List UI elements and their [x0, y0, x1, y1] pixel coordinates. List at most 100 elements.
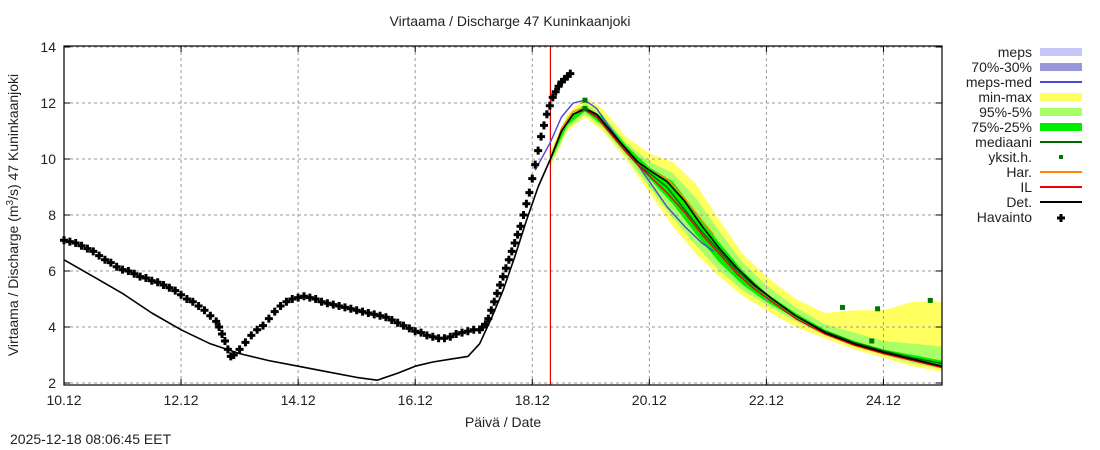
legend-label-meps-med: meps-med — [966, 74, 1032, 90]
observation-point — [89, 247, 98, 256]
observation-point — [259, 321, 268, 330]
observation-point — [513, 230, 522, 239]
legend-swatch-yksit-h — [1059, 155, 1063, 159]
legend-swatch-95-5 — [1040, 108, 1082, 116]
observation-point — [223, 345, 232, 354]
legend-label-det: Det. — [1006, 194, 1032, 210]
legend-label-havainto: Havainto — [977, 209, 1032, 225]
observation-point — [399, 321, 408, 330]
observation-point — [531, 160, 540, 169]
series-line-det — [63, 107, 943, 381]
observation-point — [95, 251, 104, 260]
legend-label-75-25: 75%-25% — [971, 119, 1032, 135]
observation-point — [71, 239, 80, 247]
timestamp: 2025-12-18 08:06:45 EET — [10, 431, 172, 447]
legend-swatch-75-25 — [1040, 123, 1082, 131]
legend-label-yksit-h: yksit.h. — [988, 149, 1032, 165]
single-member-point — [875, 306, 881, 312]
y-tick-label: 14 — [40, 39, 56, 55]
observation-point — [253, 325, 262, 334]
legend-label-min-max: min-max — [978, 89, 1032, 105]
observation-point — [490, 297, 499, 306]
observation-point — [188, 297, 197, 306]
legend-swatch-min-max — [1040, 93, 1082, 101]
observation-point — [534, 146, 543, 155]
legend-label-meps: meps — [998, 44, 1032, 60]
single-member-point — [582, 106, 588, 112]
observation-point — [83, 244, 92, 253]
observation-point — [499, 272, 507, 281]
y-tick-label: 2 — [48, 375, 56, 391]
y-tick-label: 12 — [40, 95, 56, 111]
observation-point — [393, 318, 402, 327]
observation-point — [200, 306, 209, 315]
observation-point — [218, 330, 227, 338]
observation-point — [241, 338, 250, 347]
y-axis-label-sup: 3 — [5, 199, 16, 205]
observation-point — [153, 278, 162, 287]
observation-point — [220, 337, 229, 345]
observation-point — [276, 302, 285, 310]
observation-point — [487, 306, 496, 315]
observation-point — [417, 328, 426, 337]
observation-point — [159, 281, 168, 289]
x-tick-label: 14.12 — [281, 392, 316, 408]
x-tick-label: 20.12 — [632, 392, 667, 408]
observation-point — [247, 331, 256, 340]
y-axis-label-pre: Virtaama / Discharge (m — [5, 205, 21, 356]
y-axis-label: Virtaama / Discharge (m3/s) 47 Kuninkaan… — [5, 74, 21, 356]
observation-point — [182, 295, 191, 303]
observation-point — [194, 302, 203, 310]
y-tick-label: 6 — [48, 263, 56, 279]
x-tick-label: 10.12 — [46, 392, 81, 408]
observation-point — [141, 274, 150, 282]
series-line-il — [549, 109, 943, 369]
series-line-meps-med — [534, 99, 715, 252]
y-axis-label-post: /s) 47 Kuninkaanjoki — [5, 74, 21, 200]
y-tick-label: 8 — [48, 207, 56, 223]
observation-point — [496, 281, 505, 289]
observation-point — [124, 267, 133, 275]
x-tick-label: 16.12 — [398, 392, 433, 408]
single-member-point — [582, 97, 588, 103]
observation-point — [542, 110, 551, 119]
observation-point — [235, 345, 244, 354]
observation-point — [545, 101, 554, 110]
observation-point — [106, 258, 115, 267]
chart-title: Virtaama / Discharge 47 Kuninkaanjoki — [390, 13, 631, 29]
observation-point — [510, 239, 519, 247]
legend-label-har: Har. — [1006, 164, 1032, 180]
observation-point — [554, 82, 563, 91]
data-series — [60, 69, 943, 381]
observation-point — [548, 93, 557, 102]
band-p75-25 — [550, 105, 942, 367]
legend-swatch-meps — [1040, 48, 1082, 56]
observation-point — [381, 313, 390, 322]
x-axis-label: Päivä / Date — [465, 414, 541, 430]
x-tick-label: 24.12 — [866, 392, 901, 408]
observation-point — [551, 87, 560, 96]
observation-point — [130, 269, 139, 278]
legend-label-70-30: 70%-30% — [971, 59, 1032, 75]
observation-point — [528, 174, 537, 183]
observation-point — [525, 188, 534, 197]
observation-point — [177, 290, 186, 299]
legend-swatch-havainto — [1057, 214, 1065, 222]
legend-label-mediaani: mediaani — [975, 134, 1032, 150]
x-tick-label: 12.12 — [164, 392, 199, 408]
observation-point — [171, 286, 180, 295]
observation-point — [282, 297, 291, 306]
legend-label-95-5: 95%-5% — [979, 104, 1032, 120]
observation-point — [446, 332, 455, 341]
observation-point — [405, 324, 414, 333]
observation-point — [507, 247, 516, 256]
observation-point — [481, 320, 490, 329]
observation-point — [484, 314, 493, 323]
observation-point — [516, 222, 525, 231]
legend-label-il: IL — [1020, 179, 1032, 195]
observation-point — [229, 351, 238, 359]
single-member-point — [839, 304, 845, 310]
observation-point — [566, 69, 575, 78]
x-tick-label: 22.12 — [749, 392, 784, 408]
